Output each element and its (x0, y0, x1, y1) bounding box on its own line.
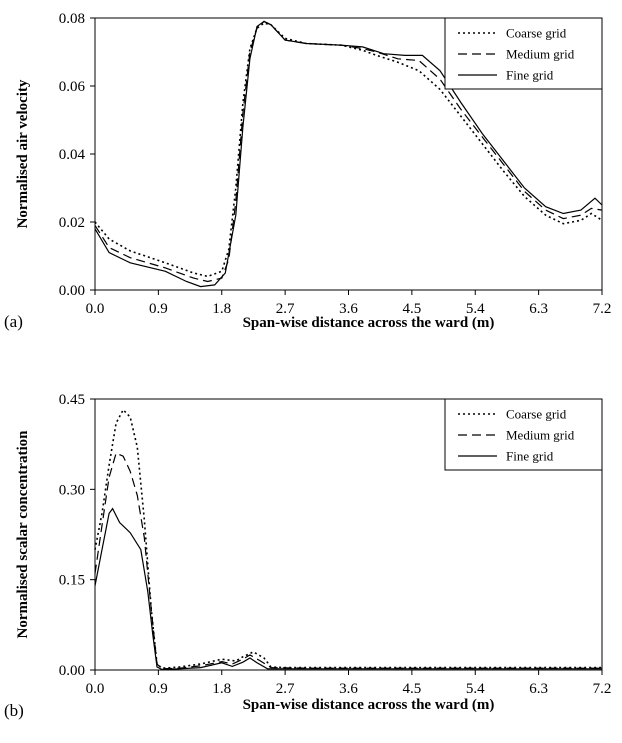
legend-box (444, 398, 603, 471)
chart-panel-a: 0.0 0.9 1.8 2.7 3.6 4.5 5.4 6.3 7.2 0.00 0.02 0.04 0… (4, 11, 611, 331)
x-tick-label: 6.3 (529, 301, 548, 317)
legend-label: Fine grid (506, 68, 554, 83)
legend-label: Fine grid (506, 449, 554, 464)
panel-label: (a) (4, 312, 23, 331)
legend-box (444, 17, 603, 90)
y-tick-label: 0.00 (59, 283, 85, 299)
y-tick-label: 0.08 (59, 11, 85, 27)
series-line-coarse-grid (94, 408, 602, 670)
legend-label: Medium grid (506, 47, 575, 62)
series-line-medium-grid (94, 452, 602, 670)
series-line-medium-grid (94, 20, 603, 283)
x-tick-label: 7.2 (593, 301, 612, 317)
y-axis-title: Normalised scalar concentration (15, 430, 31, 639)
y-tick-label: 0.02 (59, 215, 85, 231)
y-tick-label: 0.00 (59, 663, 85, 679)
panel-label: (b) (4, 701, 24, 720)
x-axis-title: Span-wise distance across the ward (m) (243, 315, 495, 331)
x-tick-label: 4.5 (403, 301, 422, 317)
x-tick-label: 0.9 (149, 681, 168, 697)
x-tick-label: 6.3 (529, 681, 548, 697)
legend: Coarse grid Medium grid Fine grid (444, 17, 603, 90)
x-tick-label: 5.4 (466, 301, 485, 317)
chart-panel-b: 0.0 0.9 1.8 2.7 3.6 4.5 5.4 6.3 7.2 0.00 0.15 0.30 0… (4, 392, 611, 720)
series-line-fine-grid (94, 20, 603, 288)
series-line-fine-grid (94, 507, 602, 671)
x-tick-label: 2.7 (276, 681, 295, 697)
x-tick-label: 1.8 (212, 301, 231, 317)
x-tick-label: 0.9 (149, 301, 168, 317)
x-tick-label: 0.0 (86, 301, 105, 317)
legend-label: Coarse grid (506, 407, 567, 422)
x-tick-label: 3.6 (339, 301, 358, 317)
y-tick-label: 0.04 (59, 147, 86, 163)
y-axis-title: Normalised air velocity (15, 79, 31, 228)
y-tick-label: 0.06 (59, 79, 86, 95)
legend-label: Medium grid (506, 428, 575, 443)
x-tick-label: 2.7 (276, 301, 295, 317)
legend: Coarse grid Medium grid Fine grid (444, 398, 603, 471)
y-tick-label: 0.45 (59, 392, 85, 408)
x-tick-label: 0.0 (86, 681, 105, 697)
x-tick-label: 5.4 (466, 681, 485, 697)
x-tick-label: 4.5 (403, 681, 422, 697)
x-tick-label: 1.8 (212, 681, 231, 697)
legend-label: Coarse grid (506, 26, 567, 41)
x-tick-label: 3.6 (339, 681, 358, 697)
x-axis-title: Span-wise distance across the ward (m) (243, 697, 495, 713)
y-tick-label: 0.15 (59, 573, 85, 589)
x-tick-label: 7.2 (593, 681, 612, 697)
y-tick-label: 0.30 (59, 482, 85, 498)
